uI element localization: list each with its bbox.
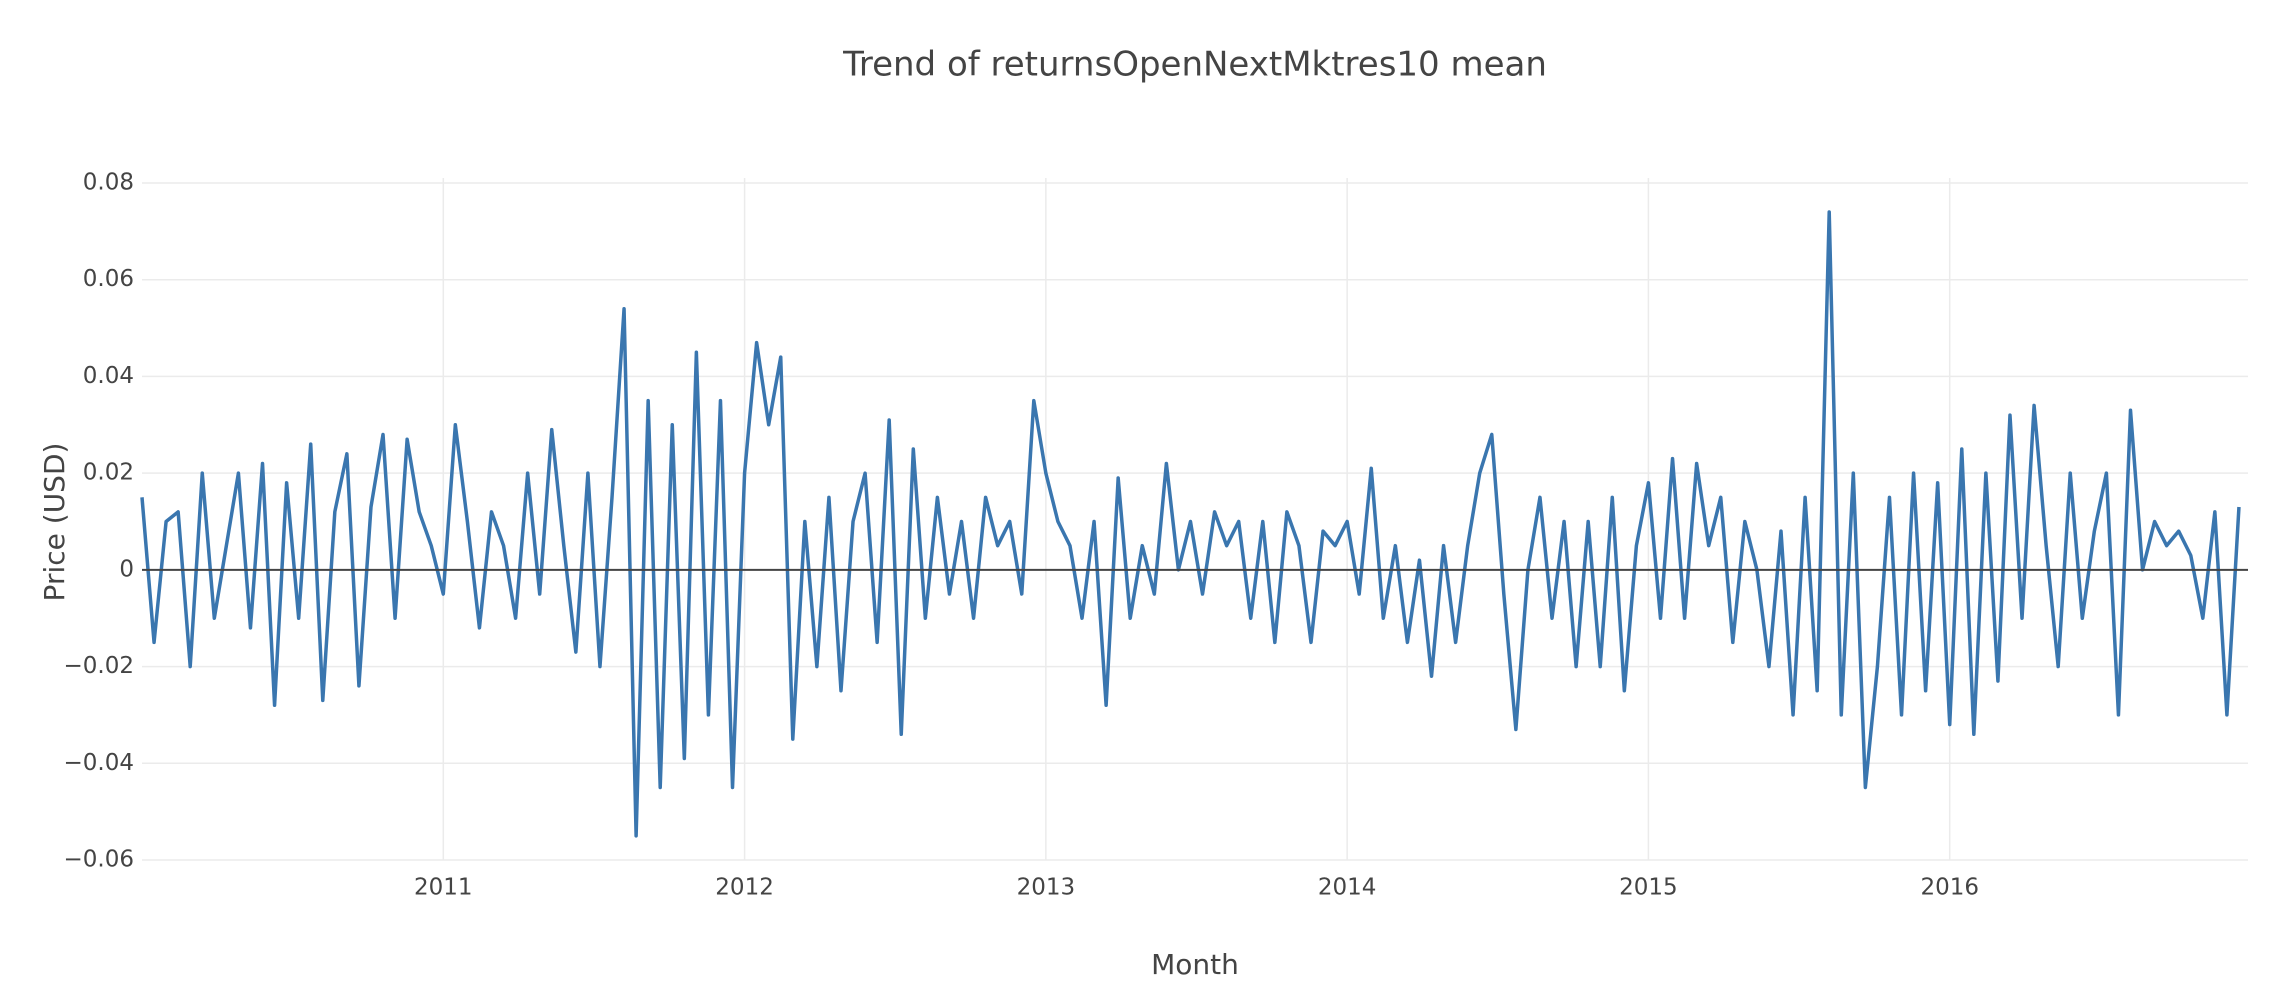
y-tick-label: −0.02 — [64, 653, 134, 679]
y-tick-label: 0.06 — [83, 266, 134, 292]
x-tick-label: 2015 — [1619, 875, 1678, 901]
x-tick-label: 2016 — [1920, 875, 1979, 901]
data-line — [140, 210, 2241, 838]
y-tick-label: −0.06 — [64, 847, 134, 873]
x-tick-label: 2012 — [715, 875, 774, 901]
x-tick-label: 2011 — [414, 875, 473, 901]
y-tick-label: −0.04 — [64, 750, 134, 776]
y-tick-label: 0.04 — [83, 363, 134, 389]
y-tick-label: 0.02 — [83, 460, 134, 486]
chart-title: Trend of returnsOpenNextMktres10 mean — [842, 45, 1547, 85]
x-axis-title: Month — [1151, 948, 1239, 981]
y-axis-title: Price (USD) — [38, 443, 71, 602]
x-tick-label: 2013 — [1017, 875, 1076, 901]
plot-area — [140, 210, 2248, 838]
x-tick-label: 2014 — [1318, 875, 1377, 901]
y-tick-label: 0.08 — [83, 170, 134, 196]
y-tick-label: 0 — [119, 556, 134, 582]
